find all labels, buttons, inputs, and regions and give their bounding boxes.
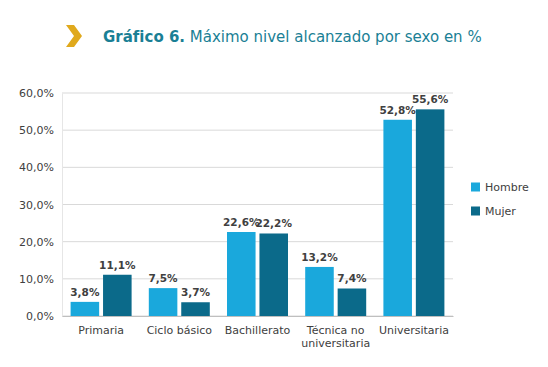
data-label: 22,2% — [256, 217, 293, 229]
grid — [62, 93, 453, 316]
title-icon — [66, 25, 82, 47]
data-labels: 3,8% 7,5% 22,6% 13,2% 52,8% 11,1% 3,7% 22,2% 7,4… — [70, 93, 448, 298]
data-label: 52,8% — [379, 104, 416, 116]
y-tick: 60,0% — [19, 87, 62, 100]
legend-item: Mujer — [471, 205, 516, 218]
data-label: 7,4% — [337, 272, 367, 284]
legend-swatch — [471, 183, 480, 192]
x-tick-label: Primaria — [78, 324, 124, 337]
legend-label: Mujer — [485, 205, 516, 218]
bars — [71, 109, 445, 316]
y-axis-line — [62, 94, 63, 317]
y-tick-label: 30,0% — [19, 199, 54, 212]
legend-label: Hombre — [485, 181, 529, 194]
y-tick-label: 40,0% — [19, 161, 54, 174]
data-label: 55,6% — [412, 93, 449, 105]
data-label: 3,8% — [70, 286, 100, 298]
x-tick-label: Bachillerato — [225, 324, 291, 337]
y-tick: 0,0% — [26, 310, 62, 323]
x-tick: Técnica nouniversitaria — [301, 316, 370, 350]
x-tick-label: Técnica nouniversitaria — [301, 324, 370, 350]
x-tick: Primaria — [78, 316, 124, 337]
bar — [181, 302, 210, 316]
y-tick-label: 20,0% — [19, 236, 54, 249]
bar — [103, 275, 132, 316]
bar — [71, 302, 100, 316]
legend: Hombre Mujer — [471, 181, 529, 218]
x-tick-label: Universitaria — [379, 324, 449, 337]
bar — [338, 288, 367, 316]
data-label: 13,2% — [301, 251, 338, 263]
chart: Gráfico 6. Máximo nivel alcanzado por se… — [0, 0, 548, 367]
y-tick: 30,0% — [19, 199, 62, 212]
y-tick-label: 50,0% — [19, 124, 54, 137]
y-tick: 20,0% — [19, 236, 62, 249]
legend-swatch — [471, 207, 480, 216]
data-label: 11,1% — [99, 259, 136, 271]
y-tick-label: 0,0% — [26, 310, 54, 323]
x-axis: Primaria Ciclo básico Bachillerato Técnica … — [63, 316, 454, 350]
x-tick: Bachillerato — [225, 316, 291, 337]
y-tick-label: 10,0% — [19, 273, 54, 286]
x-tick: Ciclo básico — [147, 316, 213, 337]
grid-line — [62, 93, 453, 94]
bar — [149, 288, 178, 316]
x-tick-label: Ciclo básico — [147, 324, 213, 337]
bar — [227, 232, 256, 316]
bar — [259, 233, 288, 316]
legend-item: Hombre — [471, 181, 529, 194]
bar — [305, 267, 334, 316]
bar — [416, 109, 445, 316]
data-label: 22,6% — [223, 216, 260, 228]
plot: 0,0% 10,0% 20,0% 30,0% 40,0% 50,0% 60,0% Primar… — [19, 87, 453, 350]
y-tick: 10,0% — [19, 273, 62, 286]
x-tick: Universitaria — [379, 316, 449, 337]
y-tick-label: 60,0% — [19, 87, 54, 100]
title: Gráfico 6. Máximo nivel alcanzado por se… — [103, 28, 482, 46]
x-axis-line — [63, 316, 454, 317]
data-label: 7,5% — [149, 272, 179, 284]
y-tick: 50,0% — [19, 124, 62, 137]
data-label: 3,7% — [181, 286, 211, 298]
y-tick: 40,0% — [19, 161, 62, 174]
bar — [383, 120, 412, 316]
y-axis: 0,0% 10,0% 20,0% 30,0% 40,0% 50,0% 60,0% — [19, 87, 62, 323]
